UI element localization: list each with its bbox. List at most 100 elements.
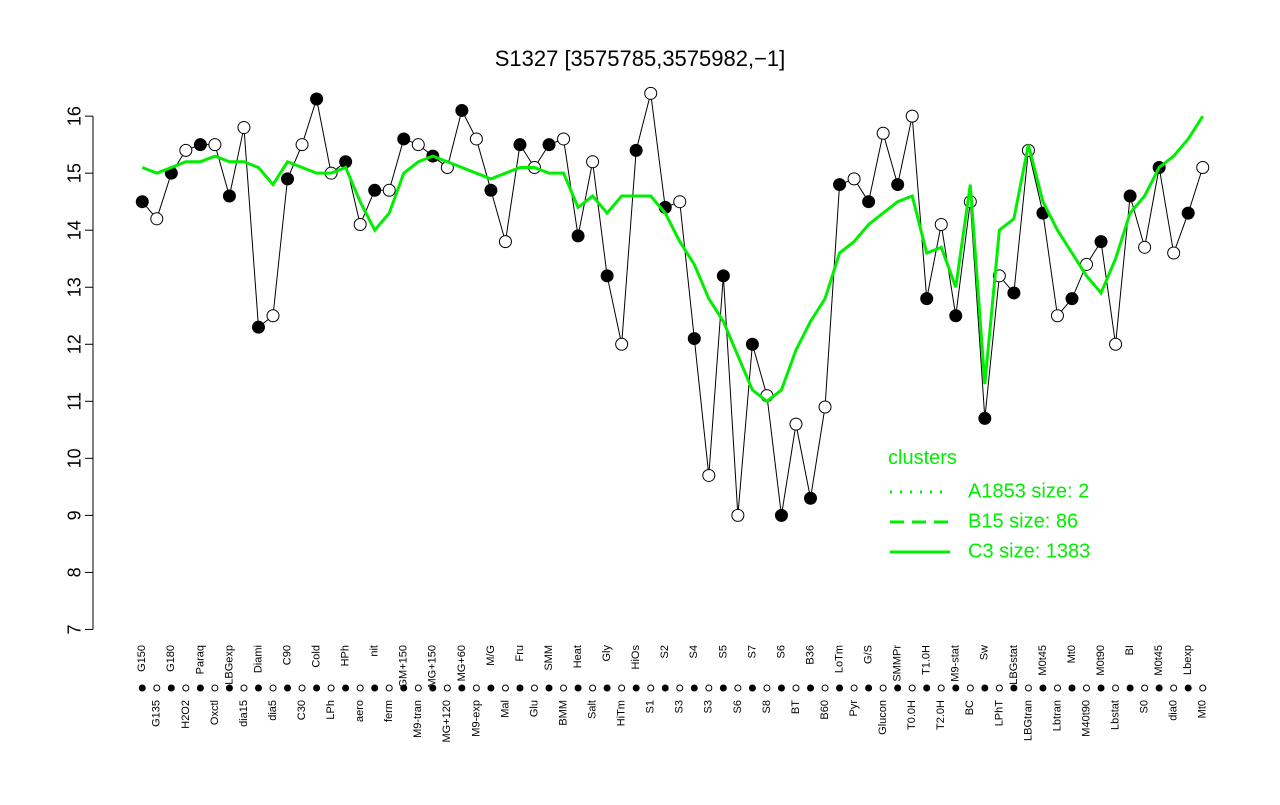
probe-point [222,189,236,203]
x-tick [1053,684,1061,692]
x-tick [865,684,873,692]
x-tick [298,684,306,692]
probe-point [469,132,483,146]
x-tick-label: MG+150 [427,645,439,688]
x-tick-label: S0 [1139,700,1151,713]
probe-point [600,269,614,283]
y-tick-label: 16 [65,106,85,126]
legend-label: A1853 size: 2 [968,480,1089,502]
x-tick-label: G180 [165,645,177,672]
legend-label: C3 size: 1383 [968,540,1090,562]
probe-point [1181,206,1195,220]
x-tick [371,684,379,692]
x-tick-label: S3 [703,700,715,713]
probe-point [1065,292,1079,306]
x-tick-label: dia15 [238,700,250,727]
x-tick-label: BI [1124,645,1136,655]
x-tick [632,684,640,692]
probe-point [237,121,251,135]
probe-point [920,292,934,306]
x-tick-label: LPh [325,700,337,720]
x-tick-label: M0t45 [1037,645,1049,676]
x-tick-label: Mt0 [1197,700,1209,718]
probe-point [818,400,832,414]
x-tick [719,684,727,692]
x-tick-label: S6 [775,645,787,658]
probe-point [455,103,469,117]
x-tick [254,684,262,692]
x-tick [1184,684,1192,692]
x-tick [1068,684,1076,692]
x-tick [574,684,582,692]
x-tick-label: G135 [151,700,163,727]
probe-point [397,132,411,146]
probe-point [1196,160,1210,174]
y-tick-label: 14 [65,220,85,240]
probe-point [295,138,309,152]
probe-point [353,218,367,232]
x-tick [153,684,161,692]
x-tick [138,684,146,692]
probe-point [629,143,643,157]
x-tick-label: SMM [543,645,555,671]
x-tick [1155,684,1163,692]
x-tick-label: Paraq [194,645,206,674]
x-tick [240,684,248,692]
probe-point [891,178,905,192]
probe-point [251,320,265,334]
x-tick-label: S1 [645,700,657,713]
x-tick-label: S3 [674,700,686,713]
x-tick [1141,684,1149,692]
x-tick [705,684,713,692]
x-tick-label: ferm [383,700,395,722]
x-tick-label: T0.0H [906,700,918,730]
x-tick-label: Salt [587,700,599,719]
x-tick [981,684,989,692]
x-tick-label: T2.0H [935,700,947,730]
x-tick-label: Diami [252,645,264,673]
y-tick-label: 7 [65,624,85,634]
x-tick [414,684,422,692]
x-tick-label: MG+120 [441,700,453,743]
x-tick-label: BMM [557,700,569,726]
x-tick-label: Oxctl [209,700,221,725]
probe-point [905,109,919,123]
chart-title: S1327 [3575785,3575982,−1] [495,46,786,71]
x-tick [1039,684,1047,692]
y-tick-label: 13 [65,277,85,297]
x-tick [284,684,292,692]
x-tick-label: Glu [528,700,540,717]
x-tick [269,684,277,692]
x-tick-label: M9-tran [412,700,424,738]
probe-point [745,337,759,351]
probe-point [978,411,992,425]
probe-point [673,195,687,209]
x-tick-label: nit [369,645,381,657]
x-tick [966,684,974,692]
x-tick-label: MG+60 [456,645,468,681]
x-tick-label: Lbstat [1109,700,1121,730]
x-tick-label: aero [354,700,366,722]
cluster-line [141,115,1205,404]
x-tick [196,684,204,692]
x-tick-label: G150 [136,645,148,672]
probe-point [1007,286,1021,300]
x-tick-label: HPh [340,645,352,666]
x-tick [1112,684,1120,692]
x-tick-label: HiTm [616,700,628,726]
x-tick [429,684,437,692]
legend-label: B15 size: 86 [968,510,1078,532]
y-tick-label: 9 [65,510,85,520]
x-tick-label: dia0 [1168,700,1180,721]
x-tick-label: Cold [310,645,322,668]
x-tick [690,684,698,692]
probe-point [1138,240,1152,254]
probe-point [876,126,890,140]
x-tick-label: M0t90 [1095,645,1107,676]
x-tick-label: BC [964,700,976,715]
x-tick [676,684,684,692]
x-tick [1097,684,1105,692]
probe-point [862,195,876,209]
x-tick [995,684,1003,692]
